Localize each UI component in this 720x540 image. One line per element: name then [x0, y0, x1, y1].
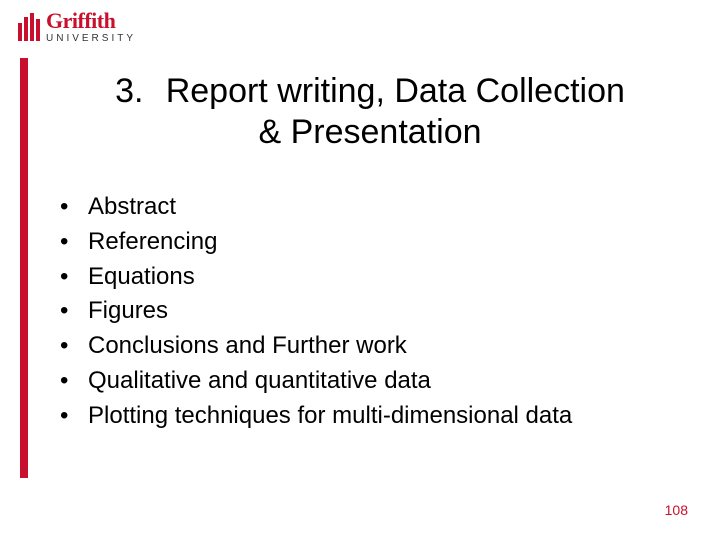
- list-item: • Plotting techniques for multi-dimensio…: [60, 399, 572, 434]
- bullet-text: Abstract: [88, 190, 176, 225]
- logo-text: Griffith UNIVERSITY: [46, 10, 136, 44]
- list-item: • Equations: [60, 260, 572, 295]
- bullet-icon: •: [60, 329, 88, 364]
- list-item: • Figures: [60, 294, 572, 329]
- list-item: • Conclusions and Further work: [60, 329, 572, 364]
- bullet-text: Conclusions and Further work: [88, 329, 407, 364]
- list-item: • Referencing: [60, 225, 572, 260]
- logo-mark-icon: [18, 13, 40, 41]
- logo-name: Griffith: [46, 10, 136, 32]
- bullet-text: Qualitative and quantitative data: [88, 364, 431, 399]
- bullet-text: Referencing: [88, 225, 217, 260]
- list-item: • Qualitative and quantitative data: [60, 364, 572, 399]
- bullet-text: Equations: [88, 260, 195, 295]
- bullet-icon: •: [60, 260, 88, 295]
- logo: Griffith UNIVERSITY: [18, 10, 136, 44]
- bullet-icon: •: [60, 364, 88, 399]
- bullet-list: • Abstract • Referencing • Equations • F…: [60, 190, 572, 434]
- bullet-text: Figures: [88, 294, 168, 329]
- bullet-text: Plotting techniques for multi-dimensiona…: [88, 399, 572, 434]
- bullet-icon: •: [60, 294, 88, 329]
- bullet-icon: •: [60, 190, 88, 225]
- accent-rule: [20, 58, 28, 478]
- title-number: 3.: [115, 72, 143, 110]
- title-line2: & Presentation: [60, 113, 680, 152]
- logo-subtitle: UNIVERSITY: [46, 34, 136, 44]
- list-item: • Abstract: [60, 190, 572, 225]
- bullet-icon: •: [60, 225, 88, 260]
- title-line1: Report writing, Data Collection: [166, 72, 625, 110]
- slide-title: 3. Report writing, Data Collection & Pre…: [60, 72, 680, 152]
- page-number: 108: [665, 502, 688, 518]
- bullet-icon: •: [60, 399, 88, 434]
